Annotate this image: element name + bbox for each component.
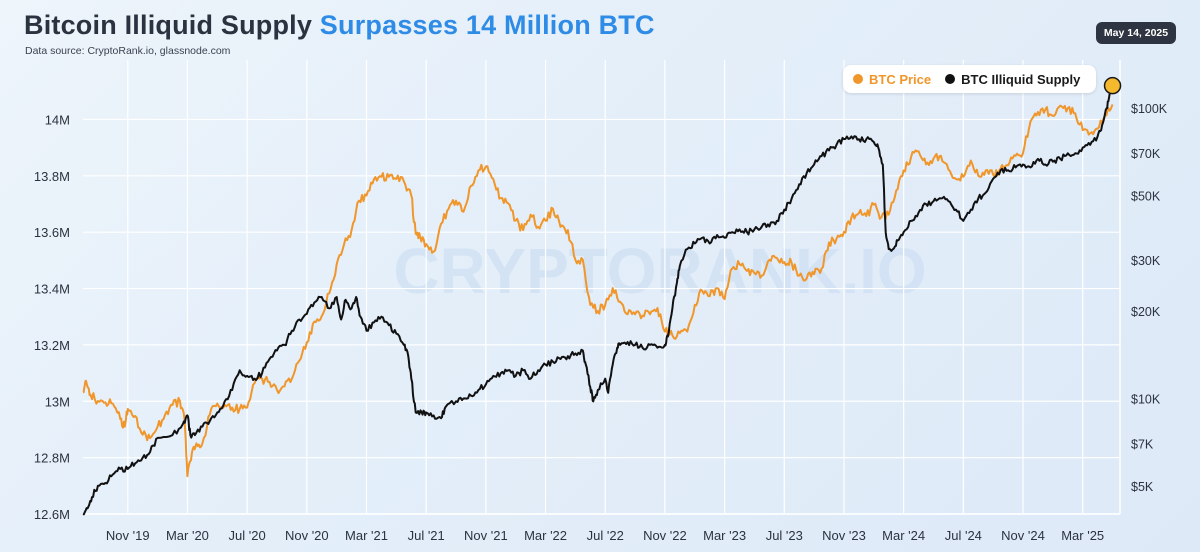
x-tick-label: Jul '22: [587, 528, 624, 543]
x-tick-label: Mar '23: [703, 528, 746, 543]
x-tick-label: Nov '19: [106, 528, 150, 543]
right-tick-label: $30K: [1131, 254, 1161, 268]
legend-item-supply[interactable]: BTC Illiquid Supply: [945, 72, 1080, 87]
x-tick-label: Nov '22: [643, 528, 687, 543]
x-tick-label: Mar '24: [882, 528, 925, 543]
right-tick-label: $5K: [1131, 480, 1154, 494]
x-tick-label: Mar '25: [1061, 528, 1104, 543]
left-tick-label: 13.4M: [34, 282, 70, 297]
right-axis: $5K $7K $10K $20K $30K $50K $70K $100K: [1131, 102, 1168, 494]
chart-title: Bitcoin Illiquid Supply Surpasses 14 Mil…: [24, 10, 655, 41]
btc-price-line: [82, 104, 1114, 478]
left-tick-label: 12.8M: [34, 451, 70, 466]
left-tick-label: 14M: [45, 112, 70, 127]
left-tick-label: 12.6M: [34, 507, 70, 522]
title-part-1: Bitcoin Illiquid Supply: [24, 10, 313, 40]
x-tick-label: Nov '21: [464, 528, 508, 543]
btc-illiquid-supply-line: [82, 85, 1114, 516]
x-axis: Nov '19 Mar '20 Jul '20 Nov '20 Mar '21 Jul '…: [106, 528, 1104, 543]
legend-price-label: BTC Price: [869, 71, 932, 87]
title-part-2: Surpasses 14 Million BTC: [319, 10, 655, 40]
x-tick-label: Jul '23: [766, 528, 803, 543]
left-axis: 12.6M 12.8M 13M 13.2M 13.4M 13.6M 13.8M 14M: [34, 112, 70, 522]
left-tick-label: 13.8M: [34, 169, 70, 184]
right-tick-label: $10K: [1131, 392, 1161, 406]
right-tick-label: $70K: [1131, 147, 1161, 161]
legend: BTC Price BTC Illiquid Supply: [843, 65, 1096, 93]
right-tick-label: $50K: [1131, 190, 1161, 204]
x-tick-label: Mar '21: [345, 528, 388, 543]
x-tick-label: Nov '23: [822, 528, 866, 543]
x-tick-label: Nov '20: [285, 528, 329, 543]
left-tick-label: 13M: [45, 394, 70, 409]
legend-price-dot: [853, 74, 863, 84]
legend-supply-label: BTC Illiquid Supply: [961, 71, 1081, 87]
right-tick-label: $20K: [1131, 305, 1161, 319]
data-source: Data source: CryptoRank.io, glassnode.co…: [25, 45, 231, 57]
x-tick-label: Jul '20: [229, 528, 266, 543]
latest-value-marker: [1103, 76, 1122, 95]
x-tick-label: Nov '24: [1001, 528, 1045, 543]
left-tick-label: 13.2M: [34, 338, 70, 353]
legend-supply-dot: [945, 74, 956, 84]
legend-item-price[interactable]: BTC Price: [853, 72, 931, 87]
right-tick-label: $100K: [1131, 102, 1168, 116]
x-tick-label: Jul '24: [945, 528, 982, 543]
x-tick-label: Jul '21: [408, 528, 445, 543]
x-tick-label: Mar '20: [166, 528, 209, 543]
x-tick-label: Mar '22: [524, 528, 567, 543]
date-badge: May 14, 2025: [1096, 22, 1176, 44]
right-tick-label: $7K: [1131, 437, 1154, 451]
left-tick-label: 13.6M: [34, 225, 70, 240]
watermark: CRYPTORANK.IO: [393, 235, 926, 307]
gridlines: [83, 60, 1121, 515]
